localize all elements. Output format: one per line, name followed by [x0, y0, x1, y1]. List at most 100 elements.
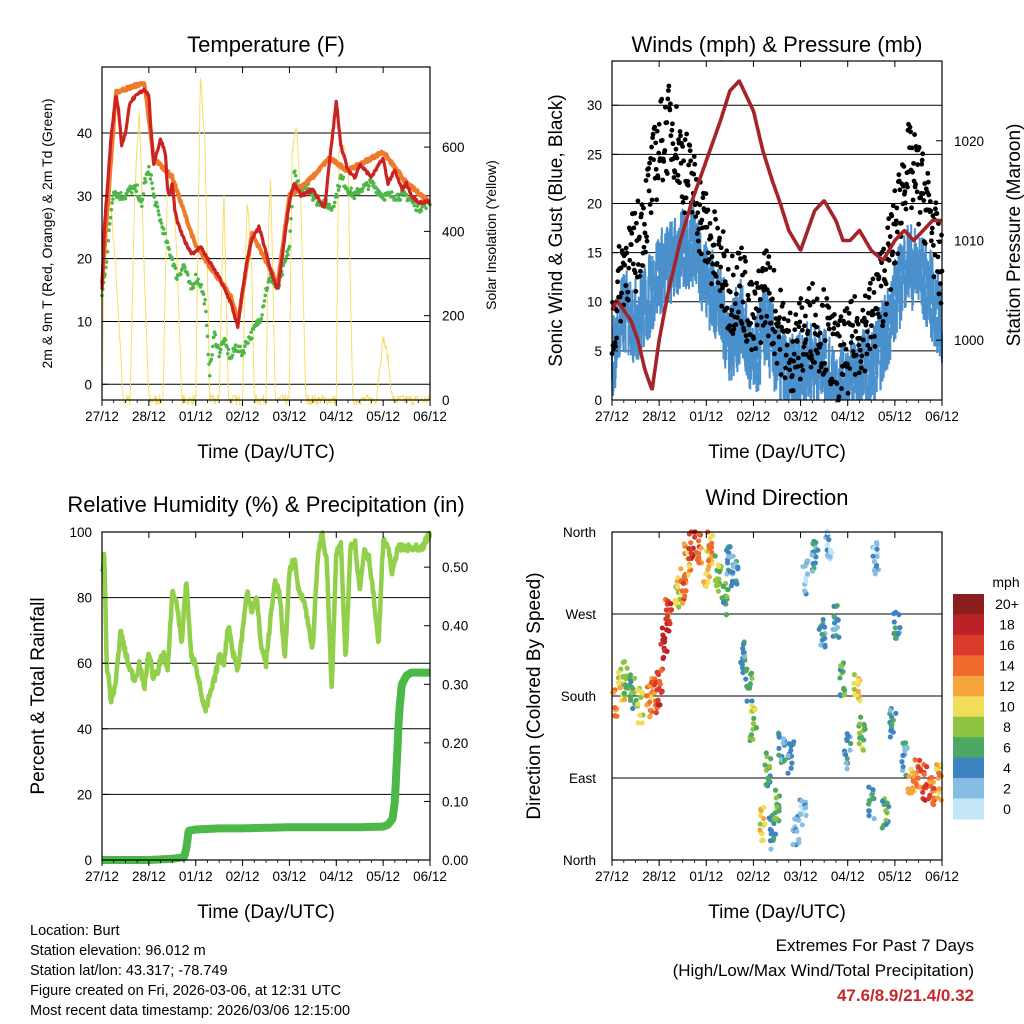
- gust-point: [761, 287, 767, 293]
- direction-point: [696, 560, 702, 566]
- gust-point: [805, 328, 811, 334]
- direction-point: [688, 540, 694, 546]
- direction-point: [678, 566, 684, 572]
- direction-point: [701, 579, 707, 585]
- gust-point: [903, 206, 909, 212]
- direction-point: [838, 663, 844, 669]
- gust-point: [637, 234, 642, 240]
- gust-point: [651, 157, 657, 163]
- y-axis-label: 2m & 9m T (Red, Orange) & 2m Td (Green): [39, 99, 55, 369]
- dewpoint-point: [201, 292, 206, 296]
- gust-point: [785, 318, 791, 324]
- direction-point: [696, 554, 702, 560]
- dewpoint-point: [419, 208, 424, 213]
- gust-point: [712, 209, 717, 215]
- direction-point: [726, 553, 732, 560]
- direction-point: [638, 694, 644, 701]
- direction-point: [721, 600, 727, 606]
- gust-point: [706, 257, 712, 262]
- gust-point: [854, 315, 860, 321]
- gust-point: [775, 320, 781, 326]
- gust-point: [852, 372, 858, 377]
- direction-point: [848, 740, 854, 747]
- y-tick-label: 15: [587, 246, 602, 261]
- direction-point: [826, 537, 832, 543]
- gust-point: [842, 321, 847, 327]
- gust-point: [865, 310, 871, 316]
- direction-point: [766, 763, 773, 770]
- y-axis-label: Direction (Colored By Speed): [524, 572, 545, 819]
- x-tick-label: 02/12: [737, 869, 771, 884]
- gust-point: [703, 191, 709, 197]
- direction-point: [928, 774, 935, 781]
- direction-point: [831, 620, 838, 626]
- dewpoint-point: [296, 179, 300, 183]
- direction-point: [750, 721, 757, 727]
- gust-point: [894, 229, 900, 235]
- y2-axis-label: Station Pressure (Maroon): [1004, 124, 1024, 347]
- gust-point: [704, 224, 710, 230]
- y-axis-label: Sonic Wind & Gust (Blue, Black): [546, 94, 567, 366]
- direction-point: [938, 797, 944, 803]
- x-tick-label: 01/12: [689, 409, 723, 424]
- gust-point: [625, 297, 631, 303]
- y2-tick-label: 0.40: [442, 619, 468, 634]
- direction-point: [857, 698, 863, 704]
- dewpoint-point: [218, 347, 223, 352]
- direction-point: [668, 607, 675, 613]
- gust-point: [846, 310, 852, 316]
- colorbar-swatch: [953, 655, 984, 677]
- gust-point: [632, 210, 638, 216]
- direction-point: [917, 784, 923, 790]
- dewpoint-point: [246, 341, 250, 345]
- colorbar-label: 18: [999, 617, 1015, 633]
- direction-point: [907, 790, 913, 796]
- gust-point: [840, 372, 846, 378]
- direction-point: [686, 563, 692, 570]
- direction-point: [703, 583, 709, 589]
- direction-point: [905, 786, 911, 792]
- direction-point: [620, 659, 626, 666]
- y-tick-label: East: [569, 771, 596, 786]
- direction-point: [662, 635, 668, 641]
- gust-point: [632, 270, 638, 276]
- gust-point: [767, 265, 773, 270]
- gust-point: [865, 342, 871, 348]
- direction-point: [628, 679, 634, 685]
- gust-point: [633, 220, 639, 226]
- direction-point: [707, 535, 713, 541]
- direction-point: [924, 764, 930, 770]
- gust-point: [649, 144, 654, 150]
- dewpoint-point: [341, 175, 346, 180]
- gust-point: [708, 235, 714, 240]
- chart-title: Winds (mph) & Pressure (mb): [632, 32, 923, 57]
- gust-point: [890, 203, 896, 209]
- direction-point: [810, 541, 816, 547]
- dewpoint-point: [135, 183, 139, 187]
- direction-point: [649, 709, 655, 715]
- direction-point: [861, 737, 867, 743]
- dewpoint-point: [108, 215, 113, 220]
- gust-point: [671, 156, 676, 162]
- direction-point: [915, 764, 921, 770]
- gust-point: [683, 195, 689, 201]
- gust-point: [718, 264, 724, 270]
- direction-point: [776, 808, 782, 814]
- gust-point: [897, 187, 903, 193]
- gust-point: [909, 205, 914, 211]
- gust-point: [774, 360, 780, 366]
- gust-point: [912, 132, 917, 137]
- gust-point: [790, 339, 796, 344]
- station-info: Location: Burt Station elevation: 96.012…: [30, 921, 350, 1021]
- direction-point: [936, 786, 942, 792]
- direction-point: [855, 681, 861, 688]
- gust-point: [798, 296, 804, 301]
- direction-point: [844, 766, 850, 772]
- dewpoint-point: [118, 191, 123, 195]
- gust-point: [799, 327, 805, 333]
- gust-point: [911, 160, 916, 166]
- gust-point: [765, 260, 771, 266]
- direction-point: [825, 530, 831, 536]
- location-text: Location: Burt: [30, 923, 120, 939]
- gust-point: [627, 257, 633, 263]
